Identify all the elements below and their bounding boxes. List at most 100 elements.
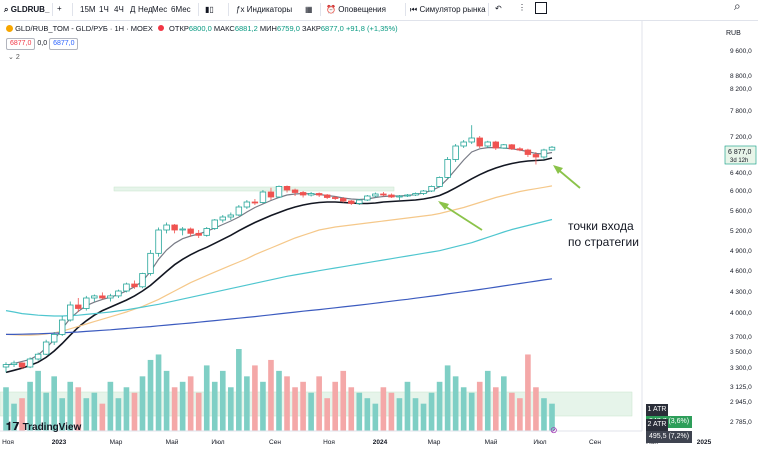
- candle-body: [251, 201, 259, 204]
- candle-body: [283, 185, 291, 191]
- volume-bar: [412, 398, 419, 431]
- candle-body: [10, 362, 18, 366]
- volume-bar: [452, 376, 459, 431]
- volume-bar: [428, 392, 435, 431]
- candle-body: [331, 197, 339, 199]
- x-tick-label: Май: [485, 438, 498, 446]
- candle-body: [452, 145, 459, 160]
- candle-body: [18, 362, 26, 368]
- entry-annotation: точки входа по стратегии: [568, 219, 639, 249]
- candle-body: [259, 191, 267, 203]
- candle-body: [50, 333, 58, 343]
- currency-label[interactable]: RUB: [726, 30, 741, 37]
- indicators-collapse-row[interactable]: ⌄ 2: [8, 53, 20, 61]
- volume-bar: [91, 392, 98, 431]
- candles: [2, 125, 556, 373]
- interval-6month[interactable]: 6Мес: [171, 5, 191, 14]
- candle-body: [468, 137, 475, 143]
- volume-bar: [501, 376, 507, 431]
- volume-bar: [388, 392, 395, 431]
- ma-line-ma3: [5, 185, 553, 336]
- volume-bar: [356, 392, 363, 431]
- x-tick-label: Июл: [533, 439, 546, 446]
- close-value: 6877,0: [320, 24, 344, 33]
- candle-body: [444, 159, 451, 178]
- chart-type-button[interactable]: ▮▯: [205, 3, 214, 16]
- volume-bar: [115, 398, 122, 431]
- interval-1h[interactable]: 1Ч: [99, 5, 109, 14]
- replay-marker-icon[interactable]: ⊘: [550, 425, 558, 435]
- x-tick-label: 2024: [373, 439, 388, 446]
- candle-body: [58, 319, 66, 335]
- x-tick-label: Ноя: [2, 439, 14, 446]
- price-axis[interactable]: 2 785,0 2 945,0 3 125,0 3 300,0 3 500,0 3 700…: [730, 48, 752, 426]
- volume-bar: [107, 381, 114, 431]
- interval-day[interactable]: Д: [130, 5, 136, 14]
- y-tick-label: 4 000,0: [730, 310, 752, 317]
- volume-bar: [195, 392, 202, 431]
- interval-15m[interactable]: 15М: [80, 5, 96, 14]
- volume-bar: [59, 398, 66, 431]
- logo-text: TradingView: [22, 422, 82, 433]
- volume-bar: [11, 403, 17, 431]
- toolbar-divider: [320, 3, 321, 16]
- y-tick-label: 6 400,0: [730, 170, 752, 177]
- volume-bar: [228, 387, 234, 431]
- interval-month[interactable]: Мес: [152, 5, 168, 14]
- candle-body: [171, 224, 178, 231]
- highlight-zone: [113, 186, 395, 192]
- alerts-button[interactable]: ⏰ Оповещения: [326, 3, 386, 16]
- x-tick-label: Ноя: [323, 439, 335, 446]
- legend-title[interactable]: GLD/RUB_TOM - GLD/РУБ · 1Н · MOEX: [15, 24, 153, 33]
- time-axis[interactable]: Ноя2023МарМайИюлСенНоя2024МарМайИюлСенНо…: [2, 438, 712, 446]
- candle-body: [75, 304, 82, 309]
- add-symbol-button[interactable]: +: [57, 4, 62, 13]
- volume-bar: [211, 381, 218, 431]
- tradingview-logo-icon: 𝟏𝟳: [6, 421, 20, 433]
- candles-icon: ▮▯: [205, 5, 214, 14]
- x-tick-label: Мар: [110, 439, 123, 446]
- volume-bar: [3, 387, 9, 431]
- annotation-line: по стратегии: [568, 235, 639, 249]
- indicators-label: Индикаторы: [246, 5, 293, 14]
- volume-bar: [292, 387, 298, 431]
- interval-week[interactable]: Нед: [138, 5, 153, 14]
- y-tick-label: 3 500,0: [730, 349, 752, 356]
- ma-line-ma4: [5, 218, 553, 317]
- indicator-count: 2: [15, 54, 20, 61]
- ask-button[interactable]: 6877,0: [49, 38, 79, 50]
- symbol-search-button[interactable]: ⌕ GLDRUB_: [4, 3, 49, 16]
- replay-button[interactable]: ⏮ Симулятор рынка: [410, 3, 486, 16]
- y-tick-label: 5 600,0: [730, 208, 752, 215]
- volume-bar: [276, 370, 282, 431]
- bid-button[interactable]: 6877,0: [6, 38, 36, 50]
- indicators-button[interactable]: ƒx Индикаторы: [236, 3, 292, 16]
- volume-bar: [460, 387, 467, 431]
- toolbar-divider: [198, 3, 199, 16]
- candle-body: [235, 206, 243, 216]
- templates-icon: ▦: [305, 5, 313, 14]
- y-tick-label: 3 300,0: [730, 365, 752, 372]
- tradingview-logo[interactable]: 𝟏𝟳 TradingView: [6, 420, 81, 434]
- candle-body: [291, 189, 299, 193]
- undo-button[interactable]: ↶: [495, 4, 502, 13]
- volume-bar: [43, 392, 49, 431]
- volume-bars: [3, 349, 555, 431]
- symbol-dot-icon: [6, 25, 13, 32]
- candle-body: [91, 295, 98, 299]
- candle-body: [195, 232, 202, 236]
- templates-button[interactable]: ▦: [305, 3, 313, 16]
- candle-body: [372, 193, 379, 197]
- open-value: 6800,0: [188, 24, 212, 33]
- volume-bar: [517, 398, 523, 431]
- candle-body: [115, 290, 122, 297]
- x-tick-label: Мар: [428, 439, 441, 446]
- replay-icon: ⏮: [410, 5, 418, 14]
- volume-bar: [468, 392, 475, 431]
- price-chart[interactable]: 2 785,0 2 945,0 3 125,0 3 300,0 3 500,0 3 700…: [0, 20, 758, 451]
- search-chart-icon[interactable]: ⌕: [734, 0, 741, 13]
- more-icon[interactable]: ⋮: [518, 3, 526, 12]
- interval-4h[interactable]: 4Ч: [114, 5, 124, 14]
- volume-bar: [260, 381, 266, 431]
- fullscreen-icon[interactable]: [535, 2, 547, 14]
